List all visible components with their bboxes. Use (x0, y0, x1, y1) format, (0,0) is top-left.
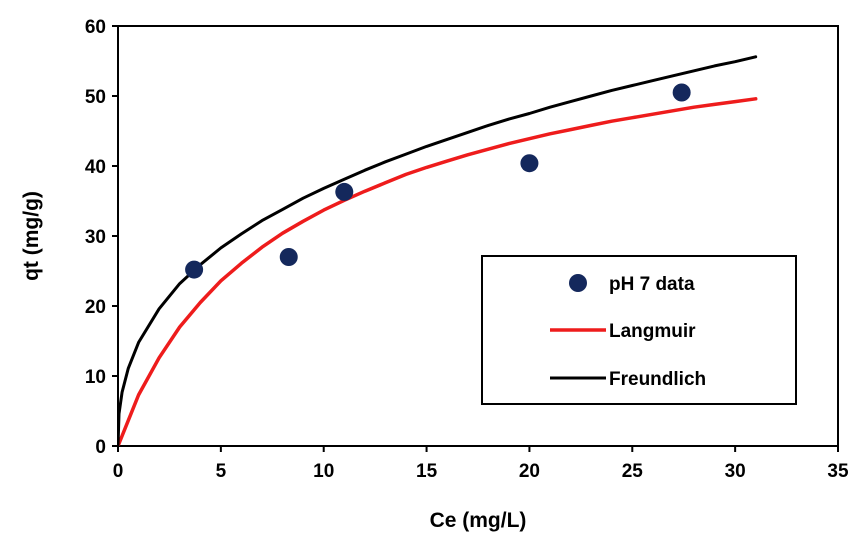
freundlich-line (118, 55, 758, 446)
data-points (185, 83, 691, 279)
y-tick-label: 40 (85, 157, 106, 178)
x-axis-title: Ce (mg/L) (430, 509, 527, 532)
y-tick-label: 30 (85, 227, 106, 248)
y-axis-title: qt (mg/g) (20, 191, 43, 281)
legend-marker-ph-7-data (569, 274, 587, 292)
data-point (279, 248, 298, 266)
x-tick-label: 30 (725, 461, 746, 482)
x-tick-label: 20 (519, 461, 540, 482)
x-tick-label: 15 (416, 461, 438, 482)
y-tick-label: 20 (85, 297, 106, 318)
legend-box (481, 255, 797, 405)
data-point (520, 154, 539, 173)
x-tick-label: 10 (313, 461, 334, 482)
legend-label-ph-7-data: pH 7 data (609, 274, 695, 295)
legend-label-langmuir: Langmuir (609, 321, 696, 342)
x-tick-label: 35 (827, 461, 849, 482)
y-tick-label: 50 (85, 87, 106, 108)
fit-lines (118, 55, 758, 446)
x-tick-label: 0 (113, 461, 124, 482)
data-point (185, 260, 204, 279)
y-tick-label: 10 (85, 367, 106, 388)
legend: pH 7 data Langmuir Freundlich (481, 255, 797, 405)
x-axis-ticks: 0 5 10 15 20 25 30 35 (113, 446, 849, 482)
x-tick-label: 25 (622, 461, 644, 482)
data-point (672, 83, 691, 102)
legend-label-freundlich: Freundlich (609, 369, 706, 390)
langmuir-line (118, 97, 758, 446)
y-tick-label: 60 (85, 17, 106, 38)
y-axis-ticks: 0 10 20 30 40 50 60 (85, 17, 118, 458)
data-point (335, 182, 354, 201)
y-tick-label: 0 (95, 437, 106, 458)
x-tick-label: 5 (216, 461, 227, 482)
